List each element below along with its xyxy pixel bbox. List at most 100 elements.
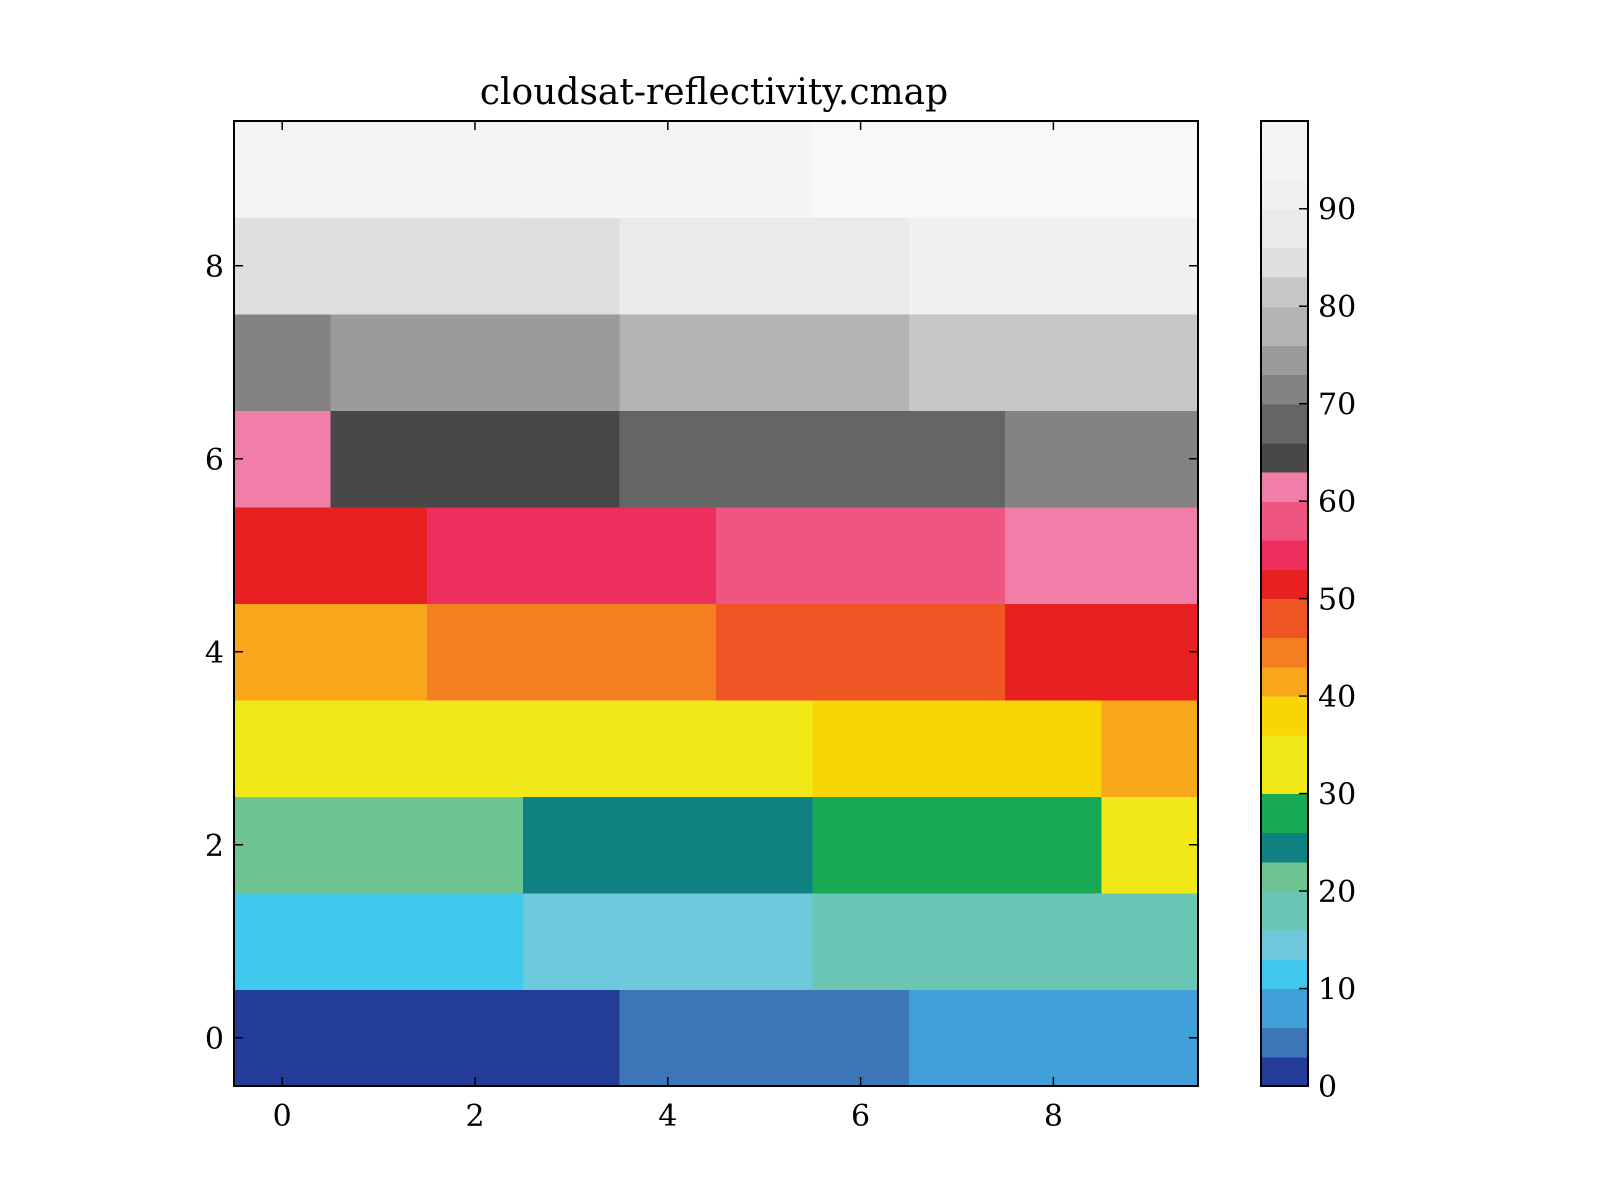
y-tick-label: 2 — [205, 829, 224, 864]
heatmap-cell — [426, 700, 524, 798]
plot-frame — [233, 120, 1199, 1087]
colorbar-segment — [1261, 208, 1308, 249]
colorbar-segment — [1261, 569, 1308, 600]
y-tick-label: 8 — [205, 250, 224, 285]
heatmap-cell — [426, 796, 524, 894]
colorbar-segment — [1261, 540, 1308, 570]
heatmap-cell — [1101, 410, 1199, 508]
heatmap-cells — [234, 121, 1199, 1087]
colorbar-tick-label: 40 — [1318, 680, 1356, 715]
heatmap-cell — [716, 217, 813, 315]
heatmap-cell — [330, 121, 428, 219]
x-tick-label: 0 — [273, 1099, 292, 1134]
colorbar-frame — [1260, 120, 1309, 1087]
colorbar-tick-label: 60 — [1318, 485, 1356, 520]
heatmap-cell — [1101, 989, 1199, 1087]
heatmap-cell — [330, 700, 428, 798]
heatmap-cell — [812, 217, 910, 315]
colorbar-segment — [1261, 793, 1308, 834]
heatmap-cell — [234, 893, 331, 991]
colorbar-segment — [1261, 666, 1308, 697]
heatmap-cell — [426, 893, 524, 991]
heatmap-cell — [234, 507, 331, 605]
heatmap-cell — [330, 989, 428, 1087]
heatmap-cell — [908, 121, 1006, 219]
heatmap-cell — [1005, 893, 1103, 991]
colorbar-segment — [1261, 1027, 1308, 1058]
heatmap-cell — [908, 796, 1006, 894]
x-tick-label: 4 — [658, 1099, 677, 1134]
heatmap-cell — [234, 410, 331, 508]
heatmap-cell — [523, 217, 621, 315]
heatmap-cell — [523, 893, 621, 991]
heatmap-cell — [330, 314, 428, 412]
heatmap-cell — [1101, 314, 1199, 412]
heatmap-cell — [619, 121, 717, 219]
heatmap-cell — [716, 700, 813, 798]
colorbar-segment — [1261, 471, 1308, 502]
heatmap-cell — [619, 796, 717, 894]
heatmap-cell — [1005, 121, 1103, 219]
heatmap-cell — [1005, 796, 1103, 894]
heatmap-cell — [619, 217, 717, 315]
heatmap-cell — [523, 507, 621, 605]
heatmap-cell — [1005, 989, 1103, 1087]
heatmap-cell — [619, 700, 717, 798]
heatmap-cell — [523, 989, 621, 1087]
y-tick-label: 4 — [205, 636, 224, 671]
heatmap-cell — [234, 217, 331, 315]
heatmap-cell — [1101, 507, 1199, 605]
heatmap-cell — [812, 603, 910, 701]
heatmap-cell — [908, 217, 1006, 315]
heatmap-cell — [426, 507, 524, 605]
heatmap-cell — [426, 410, 524, 508]
heatmap-cell — [1101, 700, 1199, 798]
heatmap-cell — [234, 121, 331, 219]
heatmap-cell — [908, 603, 1006, 701]
colorbar-segment — [1261, 891, 1308, 931]
heatmap-cell — [619, 314, 717, 412]
colorbar-segment — [1261, 442, 1308, 473]
heatmap-cell — [426, 217, 524, 315]
heatmap-cell — [908, 410, 1006, 508]
colorbar-tick-label: 90 — [1318, 193, 1356, 228]
plot-axes: 0 2 4 6 8 0 2 4 6 8 — [205, 120, 1199, 1134]
colorbar-segment — [1261, 832, 1308, 863]
heatmap-cell — [716, 410, 813, 508]
heatmap-cell — [908, 989, 1006, 1087]
heatmap-cell — [234, 700, 331, 798]
heatmap-cell — [716, 603, 813, 701]
heatmap-cell — [234, 314, 331, 412]
heatmap-cell — [716, 796, 813, 894]
heatmap-cell — [330, 410, 428, 508]
heatmap-cell — [619, 989, 717, 1087]
heatmap-cell — [1005, 217, 1103, 315]
colorbar-tick-label: 10 — [1318, 973, 1356, 1008]
colorbar-segment — [1261, 306, 1308, 346]
heatmap-cell — [716, 314, 813, 412]
colorbar-segment — [1261, 930, 1308, 960]
colorbar-segment — [1261, 637, 1308, 668]
heatmap-cell — [716, 989, 813, 1087]
colorbar-tick-label: 30 — [1318, 778, 1356, 813]
heatmap-cell — [1101, 796, 1199, 894]
colorbar-segment — [1261, 501, 1308, 541]
colorbar-segment — [1261, 861, 1308, 892]
colorbar-segment — [1261, 598, 1308, 639]
heatmap-cell — [1101, 603, 1199, 701]
heatmap-cell — [1005, 700, 1103, 798]
colorbar-segment — [1261, 988, 1308, 1029]
colorbar-segment — [1261, 179, 1308, 210]
heatmap-cell — [523, 121, 621, 219]
heatmap-cell — [908, 700, 1006, 798]
colorbar-tick-label: 50 — [1318, 583, 1356, 618]
x-tick-label: 8 — [1044, 1099, 1063, 1134]
chart-title: cloudsat-reflectivity.cmap — [480, 72, 948, 113]
heatmap-cell — [619, 603, 717, 701]
heatmap-cell — [812, 989, 910, 1087]
colorbar-segment — [1261, 959, 1308, 990]
heatmap-cell — [234, 603, 331, 701]
heatmap-cell — [908, 507, 1006, 605]
heatmap-cell — [716, 121, 813, 219]
colorbar-segment — [1261, 403, 1308, 444]
